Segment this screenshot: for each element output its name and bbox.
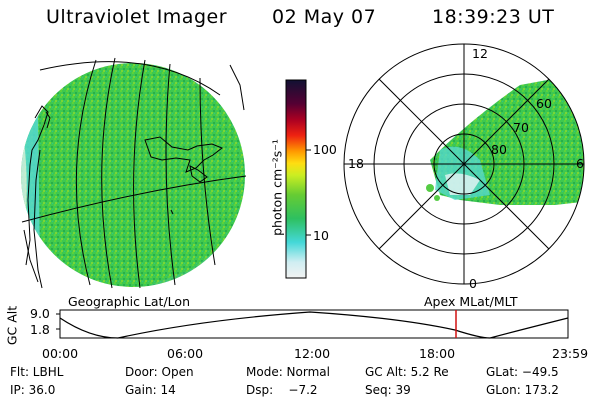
mlat-label-80: 80 xyxy=(491,142,507,157)
coastlines xyxy=(144,136,223,215)
altitude-plot xyxy=(56,309,569,339)
graticule xyxy=(21,57,247,289)
mode-info: Mode: Normal xyxy=(246,365,330,379)
mlat-label-70: 70 xyxy=(513,120,529,135)
mlat-label-60: 60 xyxy=(536,96,552,111)
alt-ytick-1-8: 1.8 xyxy=(30,322,50,337)
alt-xtick-0000: 00:00 xyxy=(42,346,79,361)
alt-ylabel: GC Alt xyxy=(4,305,20,346)
colorbar-unit-label: photon cm⁻²s⁻¹ xyxy=(269,139,285,236)
dsp-info: Dsp: −7.2 xyxy=(246,383,318,397)
instrument-title: Ultraviolet Imager xyxy=(46,6,228,28)
limb-coastlines xyxy=(23,64,245,289)
alt-xtick-1200: 12:00 xyxy=(294,346,331,361)
mlt-label-6: 6 xyxy=(576,156,584,171)
left-map-label: Geographic Lat/Lon xyxy=(68,294,190,309)
gain-info: Gain: 14 xyxy=(125,383,176,397)
door-info: Door: Open xyxy=(125,365,194,379)
time-label: 18:39:23 UT xyxy=(432,6,555,28)
mlt-label-0: 0 xyxy=(469,276,477,291)
mlt-label-12: 12 xyxy=(472,46,488,61)
colorbar xyxy=(285,79,311,279)
mlt-label-18: 18 xyxy=(348,156,364,171)
alt-xtick-1800: 18:00 xyxy=(419,346,456,361)
alt-xtick-2359: 23:59 xyxy=(552,346,589,361)
filter-info: Flt: LBHL xyxy=(10,365,64,379)
date-label: 02 May 07 xyxy=(272,6,377,28)
right-map-label: Apex MLat/MLT xyxy=(424,294,518,309)
earth-image xyxy=(21,57,247,289)
colorbar-tick-10: 10 xyxy=(313,228,329,243)
seq-info: Seq: 39 xyxy=(365,383,411,397)
glon-info: GLon: 173.2 xyxy=(486,383,559,397)
colorbar-tick-100: 100 xyxy=(313,142,337,157)
alt-xtick-0600: 06:00 xyxy=(167,346,204,361)
polar-plot xyxy=(343,43,585,285)
glat-info: GLat: −49.5 xyxy=(486,365,559,379)
ip-info: IP: 36.0 xyxy=(10,383,56,397)
gc-alt-info: GC Alt: 5.2 Re xyxy=(365,365,449,379)
alt-ytick-9: 9.0 xyxy=(30,306,50,321)
